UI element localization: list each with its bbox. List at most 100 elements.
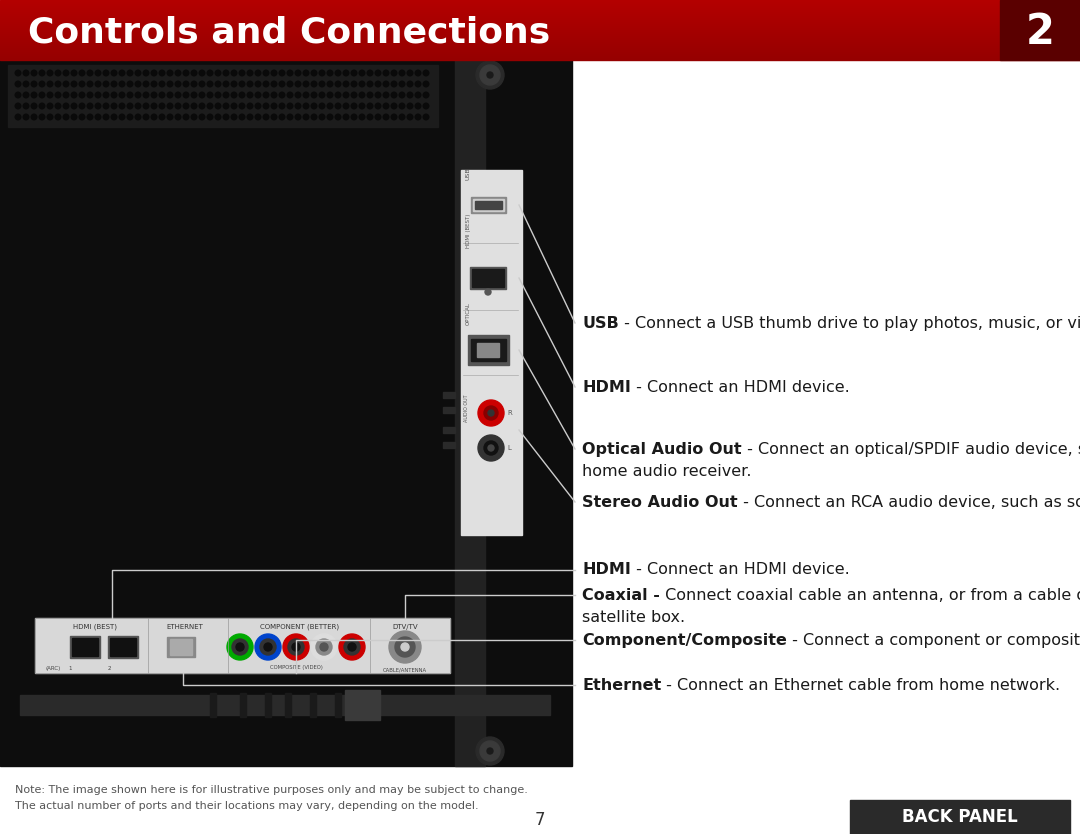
Circle shape	[55, 114, 60, 120]
Bar	[1000, 0, 1080, 60]
Circle shape	[111, 103, 117, 108]
Bar	[0, 56, 1080, 57]
Circle shape	[335, 93, 341, 98]
Circle shape	[119, 70, 125, 76]
Circle shape	[320, 70, 325, 76]
Circle shape	[311, 103, 316, 108]
Circle shape	[360, 81, 365, 87]
Circle shape	[31, 93, 37, 98]
Bar	[0, 10, 1080, 11]
Circle shape	[104, 114, 109, 120]
Circle shape	[95, 114, 100, 120]
Bar	[443, 427, 455, 433]
Circle shape	[175, 81, 180, 87]
Circle shape	[476, 61, 504, 89]
Circle shape	[191, 93, 197, 98]
Bar	[110, 638, 136, 656]
Text: Component/Composite: Component/Composite	[582, 632, 787, 647]
Bar	[455, 60, 485, 766]
Bar	[0, 47, 1080, 48]
Circle shape	[488, 445, 494, 451]
Circle shape	[151, 70, 157, 76]
Bar	[0, 41, 1080, 42]
Circle shape	[184, 81, 189, 87]
Circle shape	[335, 114, 341, 120]
Bar	[0, 5, 1080, 6]
Circle shape	[311, 114, 316, 120]
Text: - Connect a component or composite device.: - Connect a component or composite devic…	[787, 632, 1080, 647]
Circle shape	[71, 103, 77, 108]
Bar	[0, 21, 1080, 22]
Circle shape	[351, 81, 356, 87]
Circle shape	[360, 70, 365, 76]
Circle shape	[199, 114, 205, 120]
Circle shape	[191, 103, 197, 108]
Circle shape	[191, 70, 197, 76]
Circle shape	[351, 70, 356, 76]
Text: HDMI: HDMI	[582, 562, 631, 577]
Circle shape	[287, 81, 293, 87]
Circle shape	[215, 103, 220, 108]
Text: home audio receiver.: home audio receiver.	[582, 464, 752, 479]
Circle shape	[383, 93, 389, 98]
Bar	[0, 3, 1080, 4]
Text: R: R	[507, 410, 512, 416]
Circle shape	[79, 114, 85, 120]
Bar	[850, 800, 1070, 834]
Circle shape	[303, 114, 309, 120]
Circle shape	[264, 643, 272, 651]
Circle shape	[400, 70, 405, 76]
Bar	[310, 693, 316, 717]
Bar	[0, 15, 1080, 16]
Circle shape	[79, 70, 85, 76]
Circle shape	[184, 114, 189, 120]
Text: 1: 1	[68, 666, 71, 671]
Circle shape	[79, 103, 85, 108]
Circle shape	[271, 70, 276, 76]
Circle shape	[207, 70, 213, 76]
Bar	[0, 59, 1080, 60]
Circle shape	[23, 103, 29, 108]
Circle shape	[478, 400, 504, 426]
Text: Controls and Connections: Controls and Connections	[28, 15, 550, 49]
Circle shape	[127, 103, 133, 108]
Circle shape	[79, 93, 85, 98]
Text: Coaxial -: Coaxial -	[582, 587, 660, 602]
Circle shape	[127, 114, 133, 120]
Circle shape	[287, 114, 293, 120]
Text: satellite box.: satellite box.	[582, 610, 685, 625]
Circle shape	[415, 93, 421, 98]
Circle shape	[144, 93, 149, 98]
Circle shape	[415, 81, 421, 87]
Circle shape	[343, 70, 349, 76]
Circle shape	[484, 406, 498, 420]
Circle shape	[345, 639, 360, 655]
Circle shape	[71, 81, 77, 87]
Circle shape	[167, 81, 173, 87]
Circle shape	[271, 114, 276, 120]
Circle shape	[135, 70, 140, 76]
Circle shape	[480, 741, 500, 761]
Circle shape	[288, 639, 303, 655]
Circle shape	[111, 81, 117, 87]
Circle shape	[64, 93, 69, 98]
Text: 2: 2	[1026, 11, 1054, 53]
Bar	[468, 335, 509, 365]
Circle shape	[255, 634, 281, 660]
Circle shape	[48, 93, 53, 98]
Bar	[0, 36, 1080, 37]
Circle shape	[360, 93, 365, 98]
Circle shape	[39, 93, 44, 98]
Circle shape	[23, 81, 29, 87]
Circle shape	[255, 81, 260, 87]
Circle shape	[231, 81, 237, 87]
Bar	[0, 45, 1080, 46]
Circle shape	[484, 441, 498, 455]
Bar	[72, 638, 98, 656]
Text: - Connect an Ethernet cable from home network.: - Connect an Ethernet cable from home ne…	[661, 677, 1061, 692]
Circle shape	[15, 70, 21, 76]
Circle shape	[320, 81, 325, 87]
Circle shape	[224, 70, 229, 76]
Circle shape	[295, 70, 301, 76]
Circle shape	[287, 103, 293, 108]
